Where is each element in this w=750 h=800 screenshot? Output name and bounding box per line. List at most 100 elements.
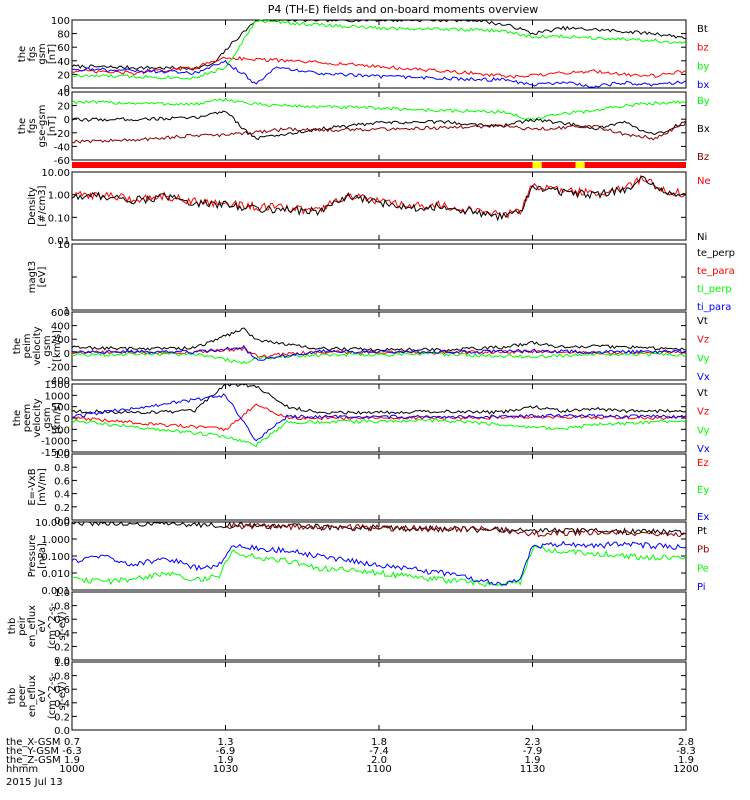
y-axis-label-line: [#/cm3] <box>37 185 48 226</box>
legend-Ex: Ex <box>697 512 709 523</box>
x-tick-label: 1030 <box>213 764 238 775</box>
y-axis-label-line: [eV] <box>37 267 48 288</box>
series-Pb-line <box>225 521 687 538</box>
panel-fgs-gsm-mag: 100 80 60 40 20 0 thefgsgsm[nT] Bt bz by bx <box>17 16 709 95</box>
y-axis-label-line: peim <box>22 333 33 358</box>
x-axis-row-label: the_Z-GSM <box>6 755 61 766</box>
panel-frame <box>71 453 687 521</box>
panel-frame <box>71 591 687 661</box>
series-Vy-line <box>71 418 687 448</box>
x-tick-label: 1.9 <box>218 755 234 766</box>
y-axis-label: thbpeiren_efluxeV(cm^2-s-sr-eV) <box>7 602 68 649</box>
mode-segment-2 <box>541 162 576 168</box>
y-tick-label: 0.2 <box>54 642 70 653</box>
panel-frame <box>71 661 687 731</box>
x-tick-label: -7.9 <box>523 746 543 757</box>
legend-bz: bz <box>697 43 709 54</box>
series-Vx-line <box>72 344 687 361</box>
y-tick-label: 0.0 <box>54 516 70 527</box>
y-axis-label: Pressure[nPa] <box>27 535 48 578</box>
y-tick-label: 1500 <box>45 380 70 391</box>
y-axis-label: magt3[eV] <box>27 261 48 294</box>
y-tick-label: -20 <box>54 129 70 140</box>
series-Ne-line <box>71 174 687 220</box>
legend-Vt: Vt <box>697 316 708 327</box>
mode-segment-1 <box>532 162 542 168</box>
y-axis-label-line: eV <box>37 619 48 632</box>
y-tick-label: -60 <box>54 156 70 167</box>
x-tick-label: 1130 <box>520 764 545 775</box>
y-axis-label-line: E=-VxB <box>27 468 38 505</box>
panel-mode-bar <box>72 162 686 168</box>
panel-peer-eflux: 1.0 0.8 0.6 0.4 0.2 0.0 thbpeeren_efluxeV(cm^2… <box>7 658 687 737</box>
legend-By: By <box>697 96 710 107</box>
panel-frame <box>71 171 687 241</box>
y-axis-label-line: [km/s] <box>52 330 63 362</box>
y-axis-label: E=-VxB[mV/m] <box>27 468 48 506</box>
legend-Ni: Ni <box>697 232 707 243</box>
y-tick-label: 0.010 <box>41 569 70 580</box>
y-axis-label: thefgsgse-gsm[nT] <box>17 105 58 148</box>
y-tick-label: 0.8 <box>54 602 70 613</box>
mode-segment-4 <box>584 162 686 168</box>
y-axis-label-line: thb <box>7 688 18 705</box>
y-axis-label-line: (cm^2-s- <box>47 672 58 719</box>
y-axis-label-line: (cm^2-s- <box>47 602 58 649</box>
y-tick-label: 1 <box>64 306 70 317</box>
x-axis-row-label: the_Y-GSM <box>6 746 59 757</box>
series-Vt-line <box>71 327 687 353</box>
series-By-line <box>71 97 687 122</box>
legend-Vy: Vy <box>697 425 710 436</box>
y-axis-label-line: sr-eV) <box>57 611 68 640</box>
y-axis-label-line: thb <box>7 618 18 635</box>
y-axis-label-line: magt3 <box>27 261 38 294</box>
legend-Ne: Ne <box>697 176 711 187</box>
y-tick-label: 0.0 <box>54 726 70 737</box>
x-tick-label: 1.8 <box>371 737 387 748</box>
y-axis-label-line: fgs <box>27 118 38 133</box>
y-tick-label: 40 <box>57 88 70 99</box>
legend-Pt: Pt <box>697 526 707 537</box>
x-tick-label: 1100 <box>366 764 391 775</box>
legend-Vx: Vx <box>697 444 710 455</box>
y-tick-label: 0.4 <box>54 699 70 710</box>
x-tick-label: 1000 <box>59 764 84 775</box>
y-axis-label-line: peem <box>22 404 33 432</box>
y-axis-label-line: gsm <box>42 335 53 356</box>
legend-te_perp: te_perp <box>697 248 735 259</box>
y-axis-label-line: gsm <box>42 407 53 428</box>
y-tick-label: -400 <box>47 376 70 387</box>
y-tick-label: 0.001 <box>41 586 70 597</box>
y-tick-label: 0.6 <box>54 476 70 487</box>
legend-Bz: Bz <box>697 152 709 163</box>
mode-segment-0 <box>72 162 533 168</box>
legend-Ez: Ez <box>697 458 709 469</box>
y-axis-label: thepeimvelocitygsm[km/s] <box>12 326 63 365</box>
y-axis-label-line: [mV/m] <box>37 468 48 506</box>
y-axis-label-line: peir <box>17 615 28 635</box>
series-Vy-line <box>71 352 687 365</box>
y-tick-label: 600 <box>51 308 70 319</box>
y-axis-label-line: en_eflux <box>27 675 38 717</box>
y-axis-label-line: gsm <box>37 43 48 64</box>
y-tick-label: 1.0 <box>54 588 70 599</box>
y-axis-label-line: fgs <box>27 46 38 61</box>
y-tick-label: 80 <box>57 30 70 41</box>
legend-ti_perp: ti_perp <box>697 284 732 295</box>
y-axis-label-line: [km/s] <box>52 402 63 434</box>
x-axis-row-label: hhmm <box>6 764 38 775</box>
x-tick-label: -8.3 <box>676 746 696 757</box>
y-tick-label: 0 <box>64 414 70 425</box>
y-tick-label: 0.8 <box>54 672 70 683</box>
series-Vx-line <box>71 393 687 442</box>
x-tick-label: 1.9 <box>64 755 80 766</box>
y-tick-label: 10 <box>57 240 70 251</box>
y-tick-label: 400 <box>51 322 70 333</box>
legend-Pi: Pi <box>697 582 706 593</box>
y-tick-label: -1000 <box>41 437 70 448</box>
x-tick-label: 2.8 <box>678 737 694 748</box>
y-tick-label: 100 <box>51 16 70 27</box>
